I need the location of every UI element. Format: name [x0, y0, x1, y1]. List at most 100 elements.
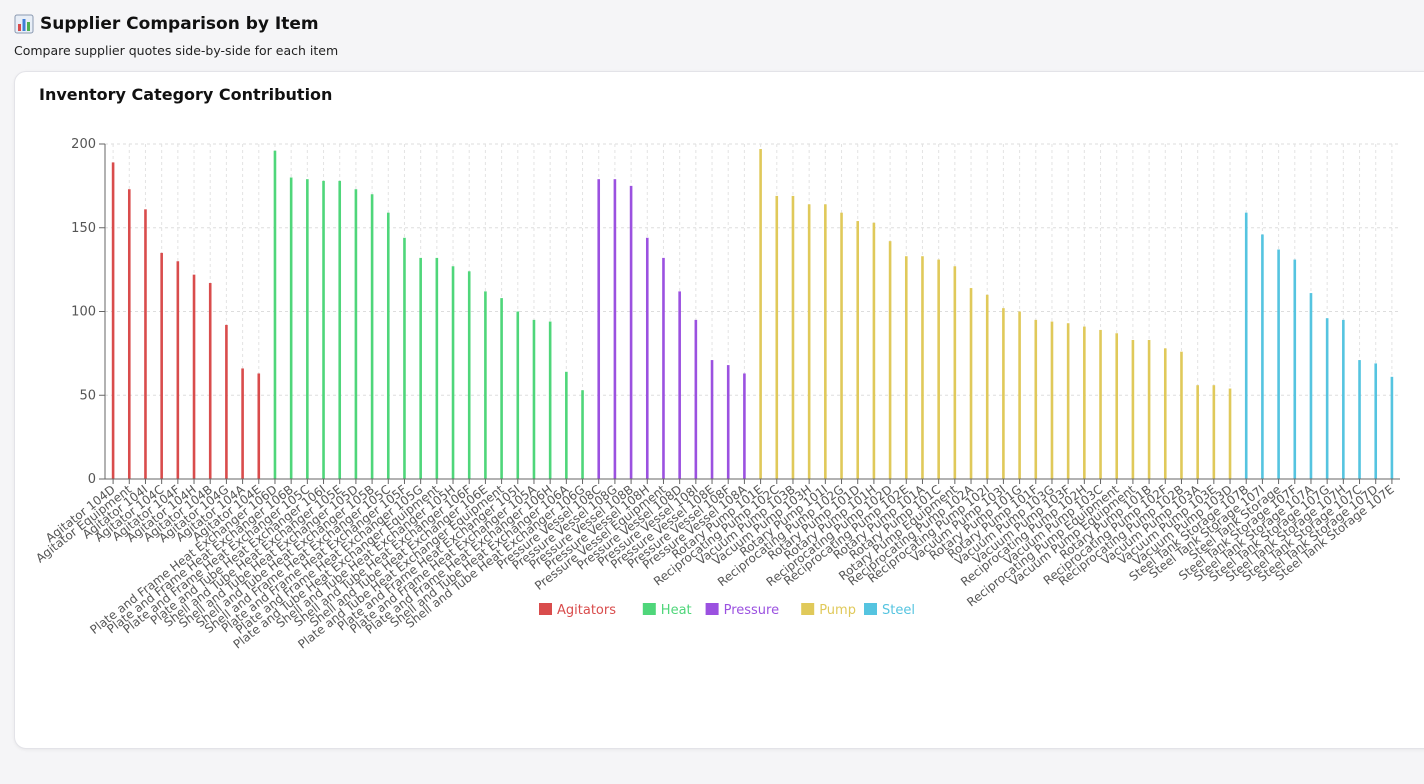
bar-25: [516, 311, 520, 479]
bar-38: [726, 365, 730, 479]
bar-30: [597, 179, 601, 480]
y-tick-label-4: 200: [71, 137, 96, 152]
bar-60: [1083, 326, 1086, 479]
bar-7: [225, 324, 228, 479]
bar-77: [1358, 360, 1361, 479]
bar-8: [241, 368, 244, 479]
bar-3: [160, 252, 163, 479]
bar-79: [1390, 376, 1394, 479]
bar-76: [1342, 319, 1345, 479]
bar-68: [1212, 385, 1216, 479]
chart-title: Inventory Category Contribution: [39, 85, 333, 104]
bar-1: [127, 189, 131, 479]
y-tick-label-0: 0: [88, 472, 96, 487]
y-tick-label-1: 50: [79, 388, 96, 403]
bar-69: [1228, 388, 1232, 479]
bar-33: [645, 237, 649, 479]
legend-label-1: Heat: [661, 603, 692, 618]
bar-20: [435, 257, 439, 479]
bar-27: [548, 321, 552, 479]
bar-0: [111, 162, 115, 480]
bar-78: [1374, 363, 1378, 479]
bar-18: [403, 237, 406, 479]
bar-72: [1277, 249, 1280, 479]
bar-37: [710, 360, 714, 479]
bar-11: [289, 177, 293, 479]
bar-15: [354, 189, 358, 479]
bar-17: [386, 212, 390, 480]
bar-4: [176, 261, 180, 479]
page-title-text: Supplier Comparison by Item: [40, 14, 319, 34]
bar-5: [192, 274, 196, 479]
page-title: Supplier Comparison by Item: [14, 14, 338, 34]
bar-36: [694, 319, 698, 479]
y-tick-label-2: 100: [71, 305, 96, 320]
bar-58: [1050, 321, 1054, 479]
bar-51: [937, 259, 940, 479]
bar-24: [500, 298, 503, 479]
legend-label-3: Pump: [819, 603, 856, 618]
bar-39: [743, 373, 746, 479]
bar-41: [775, 195, 779, 480]
bar-64: [1147, 339, 1151, 479]
bar-66: [1180, 351, 1183, 479]
bar-19: [419, 257, 422, 479]
bar-75: [1325, 318, 1329, 479]
bar-45: [840, 212, 843, 480]
bar-22: [467, 271, 471, 479]
legend-swatch-4: [864, 603, 877, 615]
bar-10: [273, 150, 277, 479]
legend-label-4: Steel: [882, 603, 915, 618]
bar-53: [969, 288, 973, 479]
bar-14: [338, 180, 342, 479]
bar-26: [532, 319, 536, 479]
bar-61: [1099, 329, 1102, 479]
bar-40: [759, 149, 762, 479]
bar-43: [807, 204, 811, 480]
bar-28: [565, 371, 568, 479]
bar-67: [1196, 385, 1199, 479]
page-subtitle: Compare supplier quotes side-by-side for…: [14, 43, 339, 58]
legend-swatch-2: [705, 603, 719, 615]
bar-13: [322, 180, 325, 479]
y-tick-label-3: 150: [71, 221, 96, 236]
bar-34: [662, 257, 665, 479]
bar-55: [1002, 308, 1005, 479]
legend-swatch-0: [539, 603, 552, 615]
legend-label-0: Agitators: [557, 603, 616, 618]
bar-6: [208, 283, 212, 479]
bar-12: [306, 179, 309, 480]
bar-35: [678, 291, 681, 479]
bar-65: [1163, 348, 1167, 479]
bar-29: [581, 390, 584, 479]
bar-63: [1131, 339, 1135, 479]
bar-23: [484, 291, 487, 479]
bar-47: [872, 222, 876, 479]
bar-50: [921, 256, 924, 479]
bar-49: [904, 256, 908, 479]
bar-44: [824, 204, 827, 480]
bar-70: [1244, 212, 1248, 480]
bar-71: [1261, 234, 1264, 479]
bar-32: [629, 185, 633, 479]
bar-46: [856, 221, 860, 480]
bar-2: [144, 209, 147, 479]
bar-57: [1034, 319, 1038, 479]
bar-62: [1115, 333, 1119, 479]
bar-52: [953, 266, 957, 479]
bar-chart-icon: [14, 14, 34, 34]
bar-48: [888, 241, 892, 479]
bar-59: [1066, 323, 1070, 479]
legend-swatch-1: [642, 603, 656, 615]
bar-42: [791, 195, 795, 480]
legend-swatch-3: [801, 603, 815, 615]
bar-56: [1018, 311, 1021, 479]
bar-74: [1309, 293, 1313, 479]
bar-21: [451, 266, 455, 479]
bar-54: [985, 294, 989, 479]
page-header: Supplier Comparison by Item Compare supp…: [14, 14, 338, 58]
bar-31: [613, 179, 617, 480]
bar-9: [257, 373, 261, 479]
chart-card: Inventory Category Contribution 0 50 100 15…: [14, 71, 1424, 749]
